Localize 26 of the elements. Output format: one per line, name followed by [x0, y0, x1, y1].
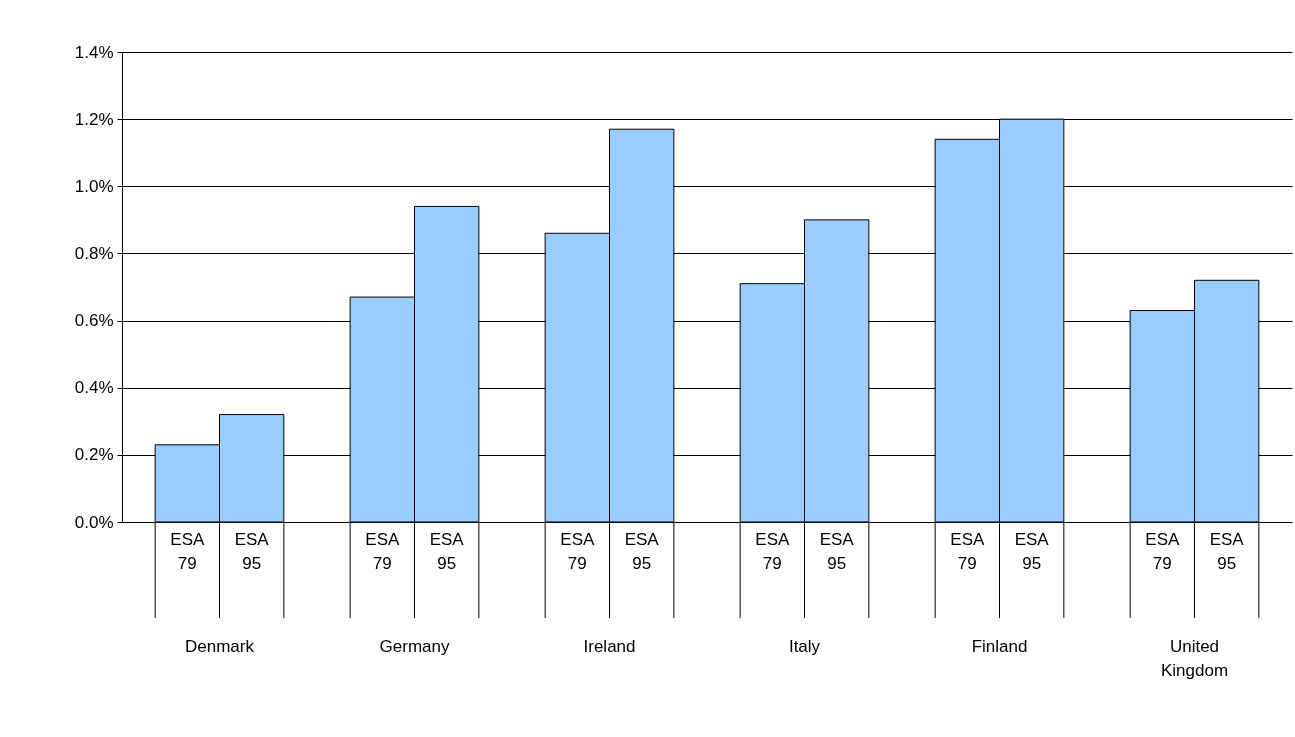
- y-tick-label: 0.8%: [74, 243, 114, 263]
- text: ESA 79: [1145, 530, 1180, 573]
- series-label: ESA 95: [234, 530, 270, 573]
- text: ESA 79: [755, 530, 790, 573]
- y-tick-label: 1.2%: [74, 109, 114, 129]
- text: ESA 95: [1014, 530, 1049, 573]
- series-label: ESA 79: [170, 530, 205, 573]
- x-tick-label: Germany: [379, 637, 450, 656]
- y-tick-label: 0.0%: [74, 512, 114, 532]
- y-tick-label: 1.0%: [74, 176, 114, 196]
- y-tick-label: 0.4%: [74, 378, 114, 398]
- y-tick-label: 0.2%: [74, 445, 114, 465]
- text: ESA 95: [624, 530, 659, 573]
- x-tick-label: Finland: [971, 637, 1028, 656]
- text: ESA 95: [1209, 530, 1244, 573]
- text: ESA 79: [950, 530, 985, 573]
- text: ESA 79: [560, 530, 595, 573]
- x-tick-label: Denmark: [185, 637, 255, 656]
- x-tick-label: Ireland: [583, 637, 636, 656]
- text: ESA 95: [819, 530, 854, 573]
- text: ESA 79: [365, 530, 400, 573]
- x-tick-label: Italy: [788, 637, 821, 656]
- y-tick-label: 0.6%: [74, 311, 114, 331]
- text: ESA 95: [429, 530, 464, 573]
- x-tick-label: United Kingdom: [1160, 637, 1229, 680]
- y-tick-label: 1.4%: [74, 42, 114, 62]
